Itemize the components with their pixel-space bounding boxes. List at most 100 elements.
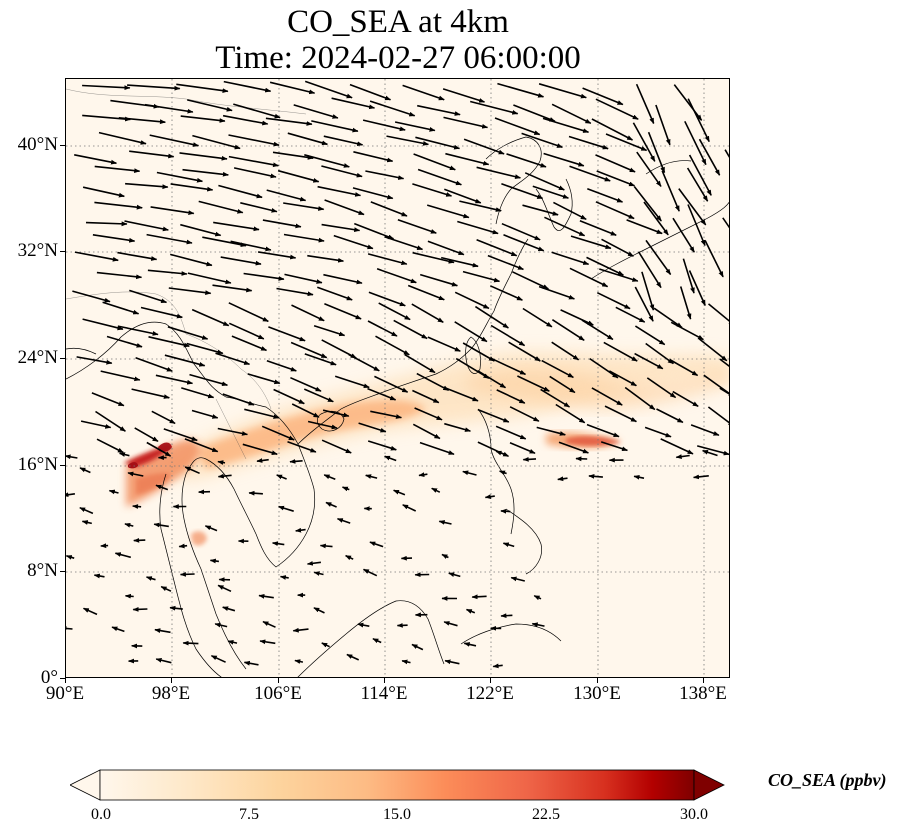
wind-arrow xyxy=(615,306,646,323)
wind-arrow xyxy=(661,170,680,212)
wind-arrow xyxy=(313,325,346,337)
wind-arrow xyxy=(684,120,707,166)
wind-arrow xyxy=(324,199,365,216)
wind-arrow xyxy=(146,441,172,457)
wind-arrow xyxy=(169,605,183,611)
wind-arrow xyxy=(261,425,295,441)
wind-arrow xyxy=(586,256,624,276)
wind-arrow xyxy=(688,154,712,196)
wind-arrow xyxy=(323,135,364,147)
wind-arrow xyxy=(596,291,631,310)
wind-arrow xyxy=(272,541,285,547)
wind-arrow xyxy=(135,357,173,372)
wind-arrow xyxy=(217,460,226,465)
lat-tickmark xyxy=(60,571,65,572)
wind-arrow xyxy=(522,204,559,216)
wind-arrow xyxy=(348,353,380,372)
wind-arrow xyxy=(266,360,297,372)
wind-arrow xyxy=(204,525,218,532)
wind-arrow xyxy=(600,441,628,452)
wind-arrow xyxy=(673,84,703,121)
wind-arrow xyxy=(603,341,638,362)
lon-tickmark xyxy=(703,678,704,683)
wind-arrow xyxy=(555,403,586,424)
wind-arrow xyxy=(601,238,634,257)
wind-arrow xyxy=(506,153,547,168)
wind-arrow xyxy=(367,440,397,451)
lat-tick-0: 0° xyxy=(40,667,58,688)
wind-arrow xyxy=(374,375,409,393)
wind-arrow xyxy=(218,184,263,199)
wind-arrow xyxy=(184,466,200,475)
wind-arrow xyxy=(79,506,94,515)
lat-tickmark xyxy=(60,358,65,359)
wind-arrow xyxy=(127,471,144,477)
wind-arrow xyxy=(331,97,376,110)
wind-arrow xyxy=(544,216,586,237)
wind-arrow xyxy=(192,134,241,150)
wind-arrow xyxy=(605,133,648,152)
wind-arrow xyxy=(517,375,550,392)
wind-arrow xyxy=(551,251,590,266)
wind-arrow xyxy=(243,660,259,666)
map-svg xyxy=(66,79,729,677)
wind-arrow xyxy=(369,100,416,117)
lon-tick-90e: 90°E xyxy=(45,683,85,704)
wind-arrow xyxy=(198,200,244,214)
wind-arrow xyxy=(698,138,721,176)
wind-arrow xyxy=(457,220,499,235)
wind-arrow xyxy=(222,606,236,612)
wind-arrow xyxy=(496,389,526,404)
wind-arrow xyxy=(222,393,255,406)
wind-arrow xyxy=(672,390,699,407)
wind-arrow xyxy=(536,426,566,436)
wind-arrow xyxy=(384,455,397,462)
wind-arrow xyxy=(125,182,169,190)
wind-arrow xyxy=(76,356,113,365)
wind-arrow xyxy=(531,622,545,628)
wind-arrow xyxy=(543,152,585,167)
wind-arrow xyxy=(66,626,73,631)
wind-arrow xyxy=(93,573,105,579)
wind-arrow xyxy=(349,83,392,101)
wind-arrow xyxy=(655,104,671,146)
wind-arrow xyxy=(169,253,213,267)
wind-arrow xyxy=(279,575,289,580)
wind-arrow xyxy=(243,272,285,281)
wind-arrow xyxy=(487,254,524,271)
wind-arrow xyxy=(217,427,248,436)
wind-arrow xyxy=(248,490,263,496)
wind-arrow xyxy=(367,320,398,337)
wind-arrow xyxy=(490,357,527,376)
wind-arrow xyxy=(690,424,720,436)
wind-arrow xyxy=(551,319,585,341)
lat-tickmark xyxy=(60,145,65,146)
wind-arrow xyxy=(634,325,666,346)
wind-arrow xyxy=(459,200,502,212)
wind-arrow xyxy=(634,286,654,322)
wind-arrow xyxy=(444,422,471,432)
wind-arrow xyxy=(272,151,314,160)
wind-arrow xyxy=(259,639,276,645)
wind-arrow xyxy=(494,117,541,136)
wind-arrow xyxy=(66,492,76,498)
colorbar-label: CO_SEA (ppbv) xyxy=(768,770,887,790)
wind-arrow xyxy=(588,473,603,479)
wind-arrow xyxy=(490,324,526,347)
wind-arrow xyxy=(501,183,544,200)
wind-arrow xyxy=(119,452,130,457)
wind-arrow xyxy=(182,168,229,177)
wind-arrow xyxy=(186,342,224,355)
wind-arrow xyxy=(295,527,306,533)
wind-arrow xyxy=(698,338,728,362)
wind-arrow xyxy=(182,640,199,646)
wind-arrow xyxy=(167,326,209,340)
wind-arrow xyxy=(591,118,634,141)
wind-arrow xyxy=(91,392,125,407)
wind-arrow xyxy=(228,155,279,168)
wind-arrow xyxy=(551,103,592,125)
wind-arrow xyxy=(591,387,623,406)
lon-tickmark xyxy=(278,678,279,683)
wind-arrow xyxy=(688,270,706,307)
wind-arrow xyxy=(636,151,662,187)
